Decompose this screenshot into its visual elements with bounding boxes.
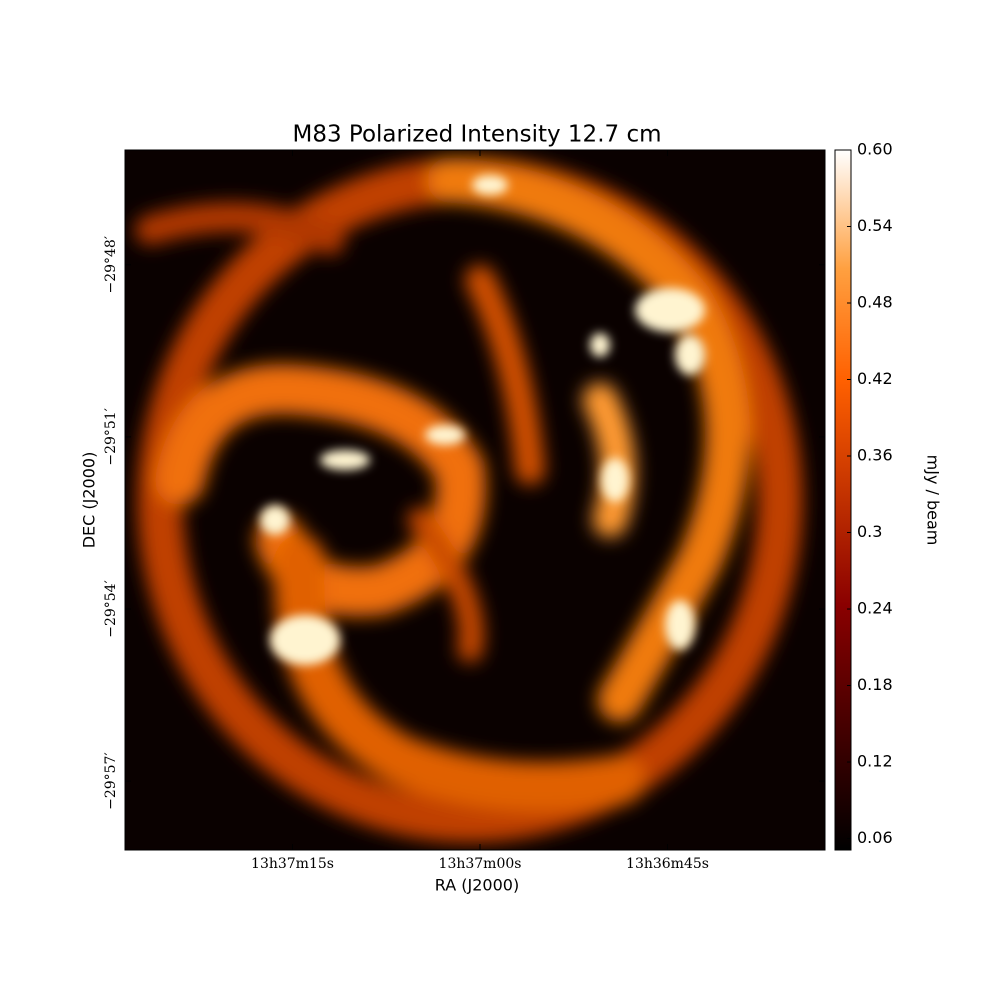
x-axis-label: RA (J2000) [435, 876, 519, 895]
colorbar-label: mJy / beam [924, 455, 943, 546]
y-tick-label: −29°48′ [103, 236, 119, 294]
y-tick-label: −29°54′ [103, 580, 119, 638]
colorbar-tick-label: 0.06 [857, 828, 893, 847]
y-tick-label: −29°51′ [103, 408, 119, 466]
axes-frame [124, 149, 826, 851]
colorbar-tick-label: 0.24 [857, 599, 893, 618]
x-tick-label: 13h37m00s [439, 856, 522, 872]
colorbar [834, 149, 852, 851]
colorbar-tick-label: 0.18 [857, 675, 893, 694]
colorbar-tick-label: 0.48 [857, 293, 893, 312]
colorbar-tick-label: 0.36 [857, 446, 893, 465]
image [125, 150, 825, 850]
chart-title: M83 Polarized Intensity 12.7 cm [293, 122, 662, 148]
colorbar-tick-label: 0.12 [857, 752, 893, 771]
colorbar-tick-label: 0.42 [857, 369, 893, 388]
x-tick-label: 13h36m45s [626, 856, 709, 872]
colorbar-tick-label: 0.60 [857, 140, 893, 159]
colorbar-tick-label: 0.54 [857, 216, 893, 235]
x-tick-label: 13h37m15s [251, 856, 334, 872]
y-axis-label: DEC (J2000) [80, 452, 99, 549]
y-tick-label: −29°57′ [103, 752, 119, 810]
colorbar-tick-label: 0.3 [857, 522, 882, 541]
